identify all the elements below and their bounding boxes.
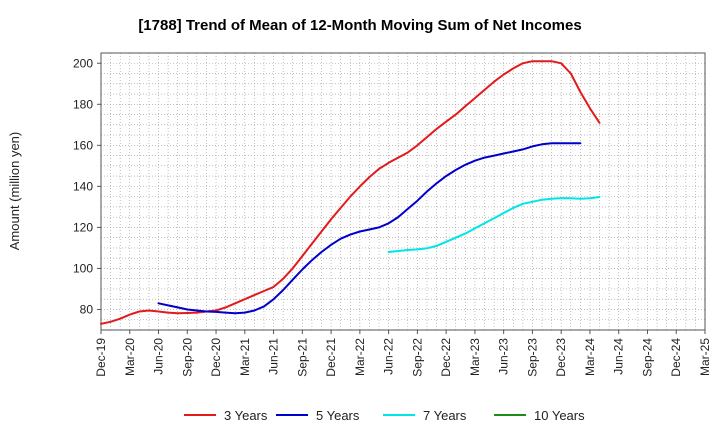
x-tick-label: Dec-23	[554, 338, 568, 377]
grid	[101, 53, 705, 330]
x-tick-label: Dec-22	[439, 338, 453, 377]
legend-label: 7 Years	[423, 408, 467, 423]
x-tick-label: Mar-24	[583, 338, 597, 376]
plot-area	[100, 52, 706, 331]
y-tick-label: 120	[73, 220, 93, 234]
x-tick-label: Mar-22	[353, 338, 367, 376]
x-tick-label: Dec-21	[324, 338, 338, 377]
x-tick-label: Jun-21	[267, 338, 281, 375]
x-tick-label: Mar-23	[468, 338, 482, 376]
series-lines	[100, 60, 601, 325]
x-tick-label: Jun-24	[612, 338, 626, 375]
y-tick-label: 180	[73, 97, 93, 111]
x-tick-label: Sep-21	[295, 338, 309, 377]
x-tick-label: Jun-20	[152, 338, 166, 375]
y-tick-label: 160	[73, 138, 93, 152]
x-tick-label: Sep-22	[410, 338, 424, 377]
x-tick-label: Mar-20	[123, 338, 137, 376]
series-line-7-years	[387, 196, 601, 253]
y-tick-label: 200	[73, 56, 93, 70]
x-tick-label: Jun-23	[497, 338, 511, 375]
x-tick-label: Dec-20	[209, 338, 223, 377]
y-tick-label: 100	[73, 261, 93, 275]
x-axis: Dec-19 Mar-20 Jun-20 Sep-20 Dec-20 Mar-21 Jun-…	[94, 330, 712, 377]
x-tick-label: Mar-21	[238, 338, 252, 376]
y-tick-label: 80	[80, 302, 94, 316]
x-tick-label: Jun-22	[382, 338, 396, 375]
y-axis: 80 100 120 140 160 180 200	[73, 56, 101, 316]
x-tick-label: Dec-24	[669, 338, 683, 377]
y-tick-label: 140	[73, 179, 93, 193]
x-tick-label: Sep-23	[525, 338, 539, 377]
legend-label: 3 Years	[224, 408, 268, 423]
series-line-5-years	[157, 142, 582, 315]
chart-title: [1788] Trend of Mean of 12-Month Moving …	[138, 17, 581, 34]
x-tick-label: Mar-25	[698, 338, 712, 376]
x-tick-label: Sep-24	[640, 338, 654, 377]
x-tick-label: Sep-20	[180, 338, 194, 377]
series-line-3-years	[100, 60, 601, 325]
legend: 3 Years 5 Years 7 Years 10 Years	[184, 408, 585, 423]
x-tick-label: Dec-19	[94, 338, 108, 377]
legend-label: 10 Years	[534, 408, 585, 423]
y-axis-label: Amount (million yen)	[7, 132, 22, 251]
legend-label: 5 Years	[316, 408, 360, 423]
